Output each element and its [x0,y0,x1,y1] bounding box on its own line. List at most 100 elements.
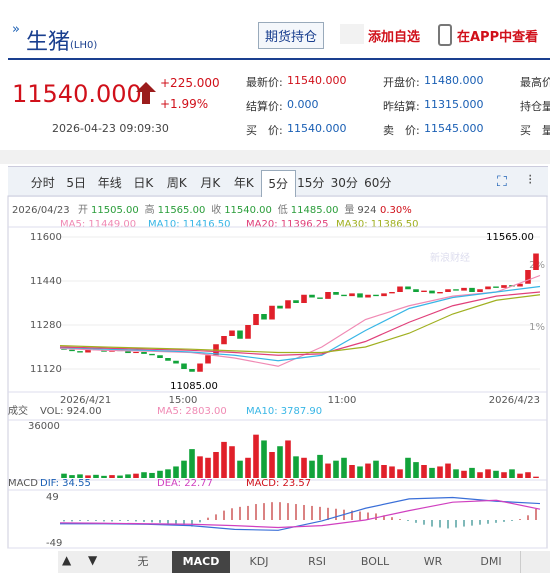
candle-body [149,353,155,356]
candle-body [221,336,227,345]
candle-body [445,289,451,292]
info-value: 924 [357,205,376,216]
candle-body [381,293,387,297]
volume-bar [421,465,427,478]
candle-body [133,351,139,354]
candle-body [317,297,323,299]
volume-bar [165,469,171,478]
phone-icon [438,24,452,46]
candle-body [429,290,435,294]
candle-body [253,314,259,325]
volume-bar [445,463,451,478]
field-label: 结算价: [246,100,283,113]
button[interactable]: 在APP中查看 [457,30,539,45]
field-value: 11545.000 [424,122,484,135]
y-tick-label: 11120 [30,364,62,375]
volume-bar [197,456,203,478]
candle-body [77,351,83,353]
tab[interactable]: 5分 [260,170,296,197]
watermark: 新浪财经 [430,251,470,264]
candle-body [245,325,251,339]
tab[interactable]: 15分 [297,176,325,190]
volume-bar [413,462,419,478]
volume-bar [309,460,315,478]
candle-body [341,294,347,297]
volume-bar [325,463,331,478]
candle-body [493,286,499,288]
candle-body [357,293,363,298]
prev-button[interactable]: ▲ [62,553,72,567]
field-label: 买 价: [246,124,283,137]
tab[interactable]: 日K [133,176,154,190]
field-label: 持仓量 [520,100,550,113]
candle-body [349,293,355,297]
volume-bar [61,473,67,478]
indicator-tab[interactable]: WR [404,551,463,573]
settings-icon[interactable]: ⁝ [528,172,533,188]
candle-body [197,363,203,372]
volume-bar [493,470,499,478]
volume-bar [397,469,403,478]
name: 生猪 [26,30,71,55]
volume-bar [229,446,235,478]
tab[interactable]: 5日 [66,176,87,190]
button[interactable]: 期货持仓 [258,22,325,49]
change-pct: +1.99% [160,97,209,111]
indicator-tab[interactable]: DMI [462,551,521,573]
low-label: 11085.00 [170,381,218,392]
volume-bar [285,440,291,478]
candle-body [101,350,107,352]
candle-body [237,330,243,339]
tab[interactable]: 周K [166,176,187,190]
candle-body [293,300,299,303]
volume-bar [237,460,243,478]
volume-bar [181,460,187,478]
volume-bar [429,467,435,478]
field-value: 11540.000 [287,122,347,135]
volume-legend: MA5: 2803.00 [157,406,227,417]
indicator-tab[interactable]: KDJ [230,551,289,573]
indicator-tab[interactable]: 无 [114,551,173,573]
volume-bar [317,454,323,478]
tab[interactable]: 年线 [97,176,122,190]
expand-icon[interactable]: ⛶ [497,174,507,190]
volume-bar [189,449,195,478]
macd-legend: MACD: 23.57 [246,478,311,489]
info-label: 高 [145,203,155,216]
panel-border [7,195,548,549]
tab[interactable]: 月K [200,176,221,190]
indicator-tab[interactable]: MACD [172,551,231,573]
icon [340,24,364,44]
volume-bar [533,476,539,478]
dea-line [59,499,541,529]
candle-body [461,287,467,291]
ma-legend: MA10: 11416.50 [148,219,230,230]
volume-bar [77,474,83,478]
candle-body [157,355,163,358]
volume-bar [117,475,123,478]
candle-body [397,286,403,292]
button[interactable]: 添加自选 [368,30,421,45]
volume-bar [141,472,147,478]
up-arrow [136,82,156,104]
ma-legend: MA20: 11396.25 [246,219,328,230]
volume-bar [469,467,475,478]
volume-bar [365,463,371,478]
tab[interactable]: 分时 [30,176,55,190]
field-value: 11480.000 [424,74,484,87]
tab[interactable]: 30分 [330,176,358,190]
price: 11540.000 [12,80,142,108]
x-tick-label: 11:00 [328,395,357,406]
next-button[interactable]: ▼ [88,553,98,567]
volume-bar [461,470,467,478]
tab[interactable]: 年K [233,176,254,190]
volume-bar [405,457,411,478]
indicator-tab[interactable]: BOLL [346,551,405,573]
field-value: 11315.000 [424,98,484,111]
indicator-tab[interactable]: RSI [288,551,347,573]
tab[interactable]: 60分 [364,176,392,190]
volume-bar [213,452,219,478]
volume-bar [125,474,131,478]
candle-body [517,283,523,287]
